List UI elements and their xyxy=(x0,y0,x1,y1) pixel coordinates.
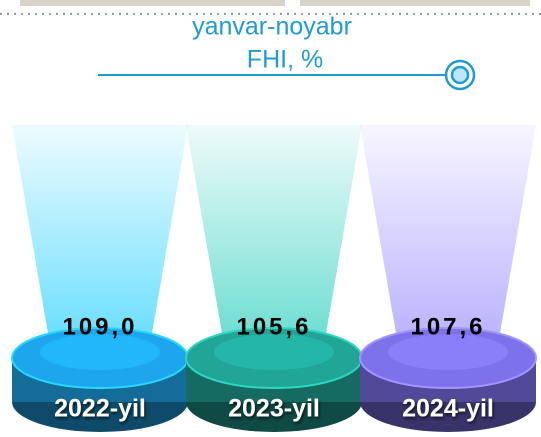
pedestal-inner xyxy=(388,334,508,370)
year-label: 2024-yil xyxy=(402,395,494,423)
value-label: 107,6 xyxy=(410,313,485,340)
light-beam xyxy=(186,125,362,345)
pedestal xyxy=(11,327,189,432)
pedestal-inner xyxy=(40,334,160,370)
value-label: 105,6 xyxy=(236,313,311,340)
top-panel xyxy=(20,0,285,6)
rule-knob xyxy=(450,65,470,85)
year-label: 2023-yil xyxy=(228,395,320,423)
pedestal-inner xyxy=(214,334,334,370)
pedestal xyxy=(185,327,363,432)
top-panel xyxy=(300,0,530,6)
pedestal xyxy=(359,327,537,432)
title: yanvar-noyabr xyxy=(192,13,352,41)
subtitle: FHI, % xyxy=(247,46,323,74)
year-label: 2022-yil xyxy=(54,395,146,423)
light-beam xyxy=(360,125,536,345)
light-beam xyxy=(12,125,188,345)
value-label: 109,0 xyxy=(62,313,137,340)
